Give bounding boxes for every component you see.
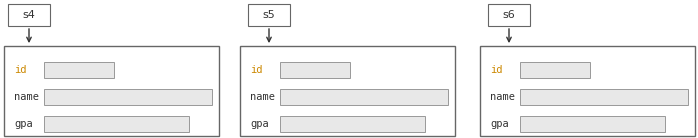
Text: gpa: gpa <box>250 119 269 129</box>
Bar <box>488 4 530 26</box>
Text: name: name <box>14 92 39 102</box>
Bar <box>280 62 350 78</box>
Text: gpa: gpa <box>490 119 509 129</box>
Bar <box>8 4 50 26</box>
Text: s5: s5 <box>262 10 276 20</box>
Bar <box>4 46 219 136</box>
Text: s6: s6 <box>503 10 515 20</box>
Bar <box>520 62 590 78</box>
Bar <box>44 116 189 132</box>
Bar <box>520 89 688 105</box>
Text: id: id <box>250 65 262 75</box>
Bar <box>280 89 448 105</box>
Bar <box>480 46 695 136</box>
Bar <box>280 116 425 132</box>
Text: name: name <box>250 92 275 102</box>
Bar <box>44 62 114 78</box>
Bar <box>240 46 455 136</box>
Bar <box>520 116 665 132</box>
Text: id: id <box>14 65 27 75</box>
Text: gpa: gpa <box>14 119 33 129</box>
Text: name: name <box>490 92 515 102</box>
Text: s4: s4 <box>22 10 36 20</box>
Bar <box>248 4 290 26</box>
Text: id: id <box>490 65 503 75</box>
Bar <box>44 89 212 105</box>
